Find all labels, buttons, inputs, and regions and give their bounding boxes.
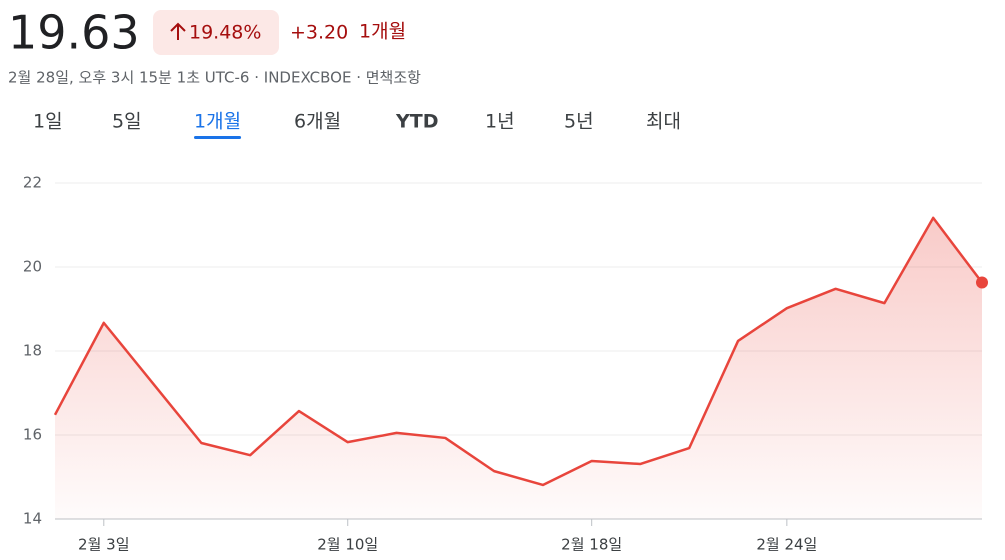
x-tick-label: 2월 3일 [78, 536, 129, 554]
tab[interactable]: 5년 [564, 111, 594, 133]
tab[interactable]: 1개월 [194, 111, 241, 133]
last-point [976, 276, 988, 289]
x-tick-label: 2월 10일 [317, 536, 378, 554]
tab[interactable]: 5일 [112, 111, 142, 133]
y-tick-label: 22 [23, 174, 42, 192]
area-fill [55, 217, 982, 520]
tab[interactable]: 1일 [33, 111, 63, 133]
tab[interactable]: 6개월 [294, 111, 341, 133]
change-pill [153, 10, 279, 55]
tab[interactable]: YTD [395, 111, 439, 133]
tab[interactable]: 1년 [485, 111, 515, 133]
tab-underline [194, 136, 242, 139]
change: +3.20 [290, 22, 348, 44]
y-tick-label: 16 [23, 426, 42, 444]
x-tick-label: 2월 24일 [756, 536, 817, 554]
plot: 14 16 18 20 22 2월 3일 2월 10일 2월 18일 2월 24일 [23, 174, 988, 554]
y-tick-label: 20 [23, 258, 42, 276]
change-percent: 19.48% [189, 22, 261, 44]
y-tick-label: 18 [23, 342, 42, 360]
period: 1개월 [359, 21, 406, 43]
line [53, 216, 983, 487]
tabs: 1일 5일 1개월 6개월 YTD 1년 5년 최대 [33, 111, 681, 139]
tab[interactable]: 최대 [646, 111, 681, 133]
price: 19.63 [8, 6, 140, 60]
subtitle: 2월 28일, 오후 3시 15분 1초 UTC-6 · INDEXCBOE ·… [8, 69, 421, 87]
up-arrow [170, 22, 186, 40]
y-tick-label: 14 [23, 510, 42, 528]
x-tick-label: 2월 18일 [561, 536, 622, 554]
